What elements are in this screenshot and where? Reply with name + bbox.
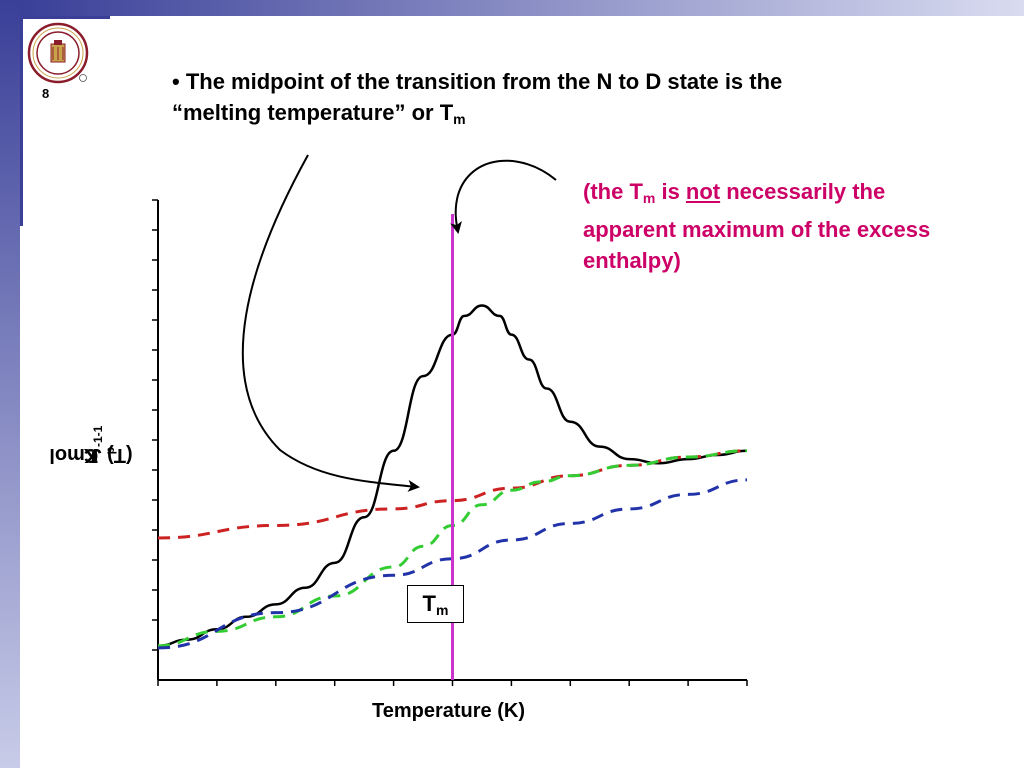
note-part-3: necessarily the apparent maximum of the … bbox=[583, 179, 931, 273]
slide-top-band bbox=[20, 0, 1024, 16]
tm-label-subscript: m bbox=[436, 602, 449, 618]
arrow-to-midpoint bbox=[241, 154, 420, 492]
ylabel-mid-2: K bbox=[83, 443, 99, 466]
slide-number: 8 bbox=[42, 86, 50, 101]
progress-baseline bbox=[157, 449, 748, 648]
ylabel-sup-2: -1 bbox=[91, 425, 105, 437]
bullet-marker: • bbox=[172, 69, 180, 94]
note-part-1: (the T bbox=[583, 179, 643, 204]
slide-frame-line bbox=[20, 16, 23, 226]
tm-label: T bbox=[422, 591, 436, 616]
native-baseline bbox=[157, 478, 748, 650]
bullet-line-1: The midpoint of the transition from the … bbox=[185, 69, 783, 94]
note-emphasis: not bbox=[685, 179, 721, 204]
bullet-line-2: “melting temperature” or T bbox=[172, 100, 454, 125]
note-subscript: m bbox=[642, 190, 656, 206]
arrow-to-peak bbox=[450, 159, 557, 234]
tm-label-box: Tm bbox=[407, 585, 464, 623]
bullet-point: • The midpoint of the transition from th… bbox=[172, 66, 932, 135]
note-part-2: is bbox=[655, 179, 686, 204]
x-axis-label: Temperature (K) bbox=[372, 700, 525, 722]
slide-side-band bbox=[0, 0, 20, 768]
university-seal-logo bbox=[27, 22, 89, 84]
bullet-line-2-subscript: m bbox=[453, 111, 466, 127]
measured-heat-capacity-curve bbox=[157, 304, 748, 648]
slide-frame-line-top bbox=[20, 16, 110, 19]
tm-note: (the Tm is not necessarily the apparent … bbox=[583, 176, 983, 276]
denatured-baseline bbox=[157, 449, 748, 540]
